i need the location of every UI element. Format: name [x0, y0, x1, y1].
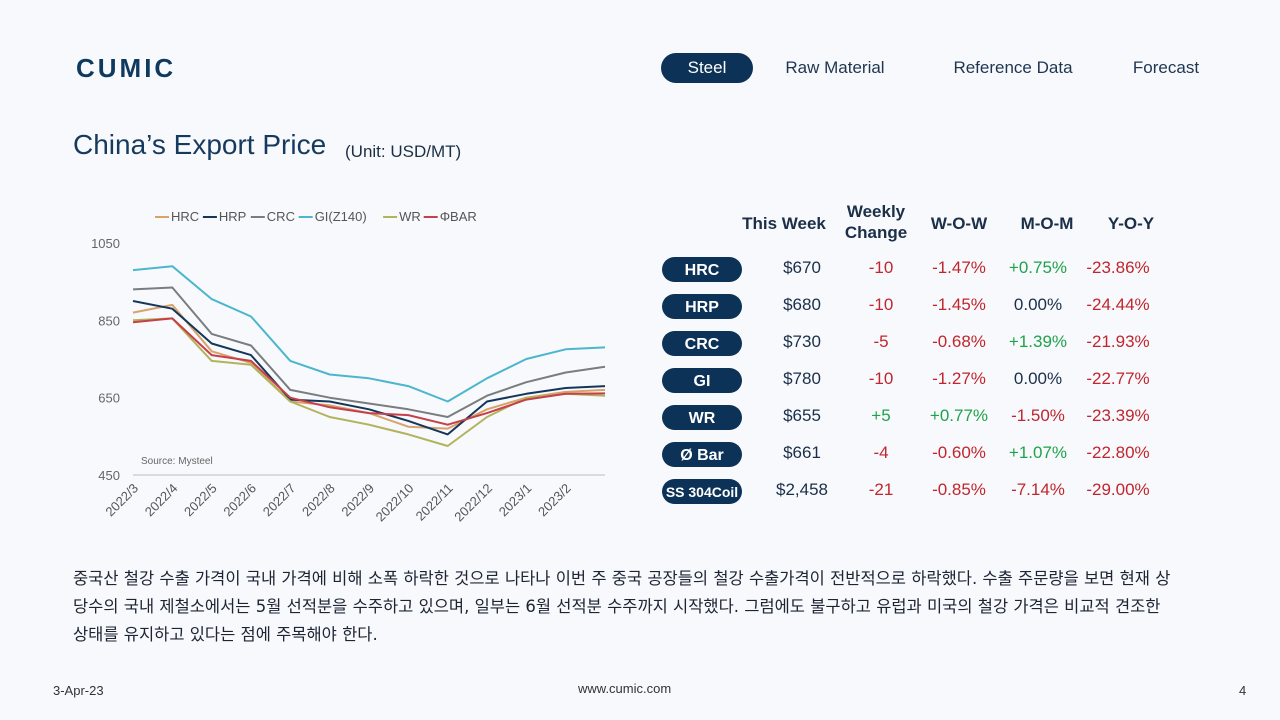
page-number: 4 [1239, 683, 1247, 698]
row-price-2: $730 [783, 332, 821, 351]
series-line-2 [132, 286, 606, 418]
cumic-logo: CUMIC [76, 53, 204, 83]
legend-label-1: HRP [219, 209, 246, 224]
row-price-6: $2,458 [776, 480, 828, 499]
legend-label-5: ΦBAR [440, 209, 477, 224]
chart-lines [132, 265, 606, 447]
row-yoy-4: -23.39% [1086, 406, 1150, 425]
row-yoy-1: -24.44% [1086, 295, 1150, 314]
row-change-0: -10 [868, 258, 894, 277]
nav-reference-data[interactable]: Reference Data [953, 58, 1073, 77]
row-change-3: -10 [868, 369, 894, 388]
description-text: 중국산 철강 수출 가격이 국내 가격에 비해 소폭 하락한 것으로 나타나 이… [73, 569, 1171, 644]
row-label-5: Ø Bar [662, 442, 742, 467]
row-label-6: SS 304Coil [662, 479, 742, 504]
row-yoy-0: -23.86% [1086, 258, 1150, 277]
y-tick-3: 1050 [91, 236, 120, 251]
x-tick-8: 2022/11 [413, 481, 456, 524]
row-mom-3: 0.00% [1013, 369, 1063, 388]
chart-source: Source: Mysteel [141, 456, 213, 467]
row-price-1: $680 [783, 295, 821, 314]
unit-label: (Unit: USD/MT) [345, 142, 462, 161]
row-change-6: -21 [868, 480, 894, 499]
series-line-1 [132, 300, 606, 436]
x-tick-6: 2022/9 [338, 481, 377, 520]
series-line-3 [132, 265, 606, 403]
row-change-1: -10 [868, 295, 894, 314]
row-mom-1: 0.00% [1013, 295, 1063, 314]
header-weekly-change: Weekly Change [844, 202, 908, 242]
series-line-5 [132, 317, 606, 426]
x-tick-2: 2022/5 [181, 481, 220, 520]
x-tick-11: 2023/2 [535, 481, 574, 520]
row-yoy-2: -21.93% [1086, 332, 1150, 351]
row-label-3: GI [662, 368, 742, 393]
legend-label-4: WR [399, 209, 421, 224]
x-tick-10: 2023/1 [496, 481, 535, 520]
row-wow-5: -0.60% [932, 443, 986, 462]
row-yoy-3: -22.77% [1086, 369, 1150, 388]
header-mom: M-O-M [1020, 214, 1074, 233]
row-label-1: HRP [662, 294, 742, 319]
row-mom-5: +1.07% [1008, 443, 1068, 462]
top-nav: Steel Raw Material Reference Data Foreca… [0, 53, 1280, 83]
row-label-0: HRC [662, 257, 742, 282]
row-wow-6: -0.85% [932, 480, 986, 499]
series-line-4 [132, 317, 606, 447]
row-mom-2: +1.39% [1008, 332, 1068, 351]
row-wow-2: -0.68% [932, 332, 986, 351]
x-tick-5: 2022/8 [299, 481, 338, 520]
x-tick-9: 2022/12 [451, 481, 495, 525]
y-tick-1: 650 [98, 391, 120, 406]
chart-legend: HRC HRP CRC GI(Z140) WR ΦBAR [155, 209, 477, 224]
row-wow-3: -1.27% [932, 369, 986, 388]
x-tick-3: 2022/6 [220, 481, 259, 520]
row-change-5: -4 [873, 443, 889, 462]
header-this-week: This Week [742, 214, 826, 233]
row-wow-1: -1.45% [932, 295, 986, 314]
row-label-4: WR [662, 405, 742, 430]
y-tick-0: 450 [98, 468, 120, 483]
row-price-5: $661 [783, 443, 821, 462]
row-mom-4: -1.50% [1011, 406, 1065, 425]
row-price-3: $780 [783, 369, 821, 388]
row-label-2: CRC [662, 331, 742, 356]
row-price-0: $670 [783, 258, 821, 277]
row-change-2: -5 [873, 332, 889, 351]
row-wow-0: -1.47% [932, 258, 986, 277]
nav-steel[interactable]: Steel [661, 53, 753, 83]
row-price-4: $655 [783, 406, 821, 425]
x-tick-7: 2022/10 [373, 481, 417, 525]
header-yoy: Y-O-Y [1107, 214, 1155, 233]
page-title: China’s Export Price [73, 129, 327, 160]
row-mom-0: +0.75% [1008, 258, 1068, 277]
x-tick-4: 2022/7 [260, 481, 299, 520]
nav-forecast[interactable]: Forecast [1132, 58, 1200, 77]
x-tick-1: 2022/4 [142, 481, 181, 520]
legend-label-3: GI(Z140) [315, 209, 367, 224]
row-yoy-5: -22.80% [1086, 443, 1150, 462]
header-wow: W-O-W [930, 214, 988, 233]
legend-label-2: CRC [267, 209, 295, 224]
footer-url[interactable]: www.cumic.com [578, 681, 672, 696]
y-tick-2: 850 [98, 313, 120, 328]
row-wow-4: +0.77% [929, 406, 989, 425]
row-yoy-6: -29.00% [1086, 480, 1150, 499]
footer-date: 3-Apr-23 [53, 683, 104, 698]
row-mom-6: -7.14% [1011, 480, 1065, 499]
row-change-4: +5 [871, 406, 891, 425]
export-price-chart: HRC HRP CRC GI(Z140) WR ΦBAR 450 650 850 1050 202… [91, 209, 606, 524]
logo-text: CUMIC [76, 54, 176, 80]
x-tick-0: 2022/3 [102, 481, 141, 520]
legend-label-0: HRC [171, 209, 199, 224]
nav-raw-material[interactable]: Raw Material [785, 58, 885, 77]
